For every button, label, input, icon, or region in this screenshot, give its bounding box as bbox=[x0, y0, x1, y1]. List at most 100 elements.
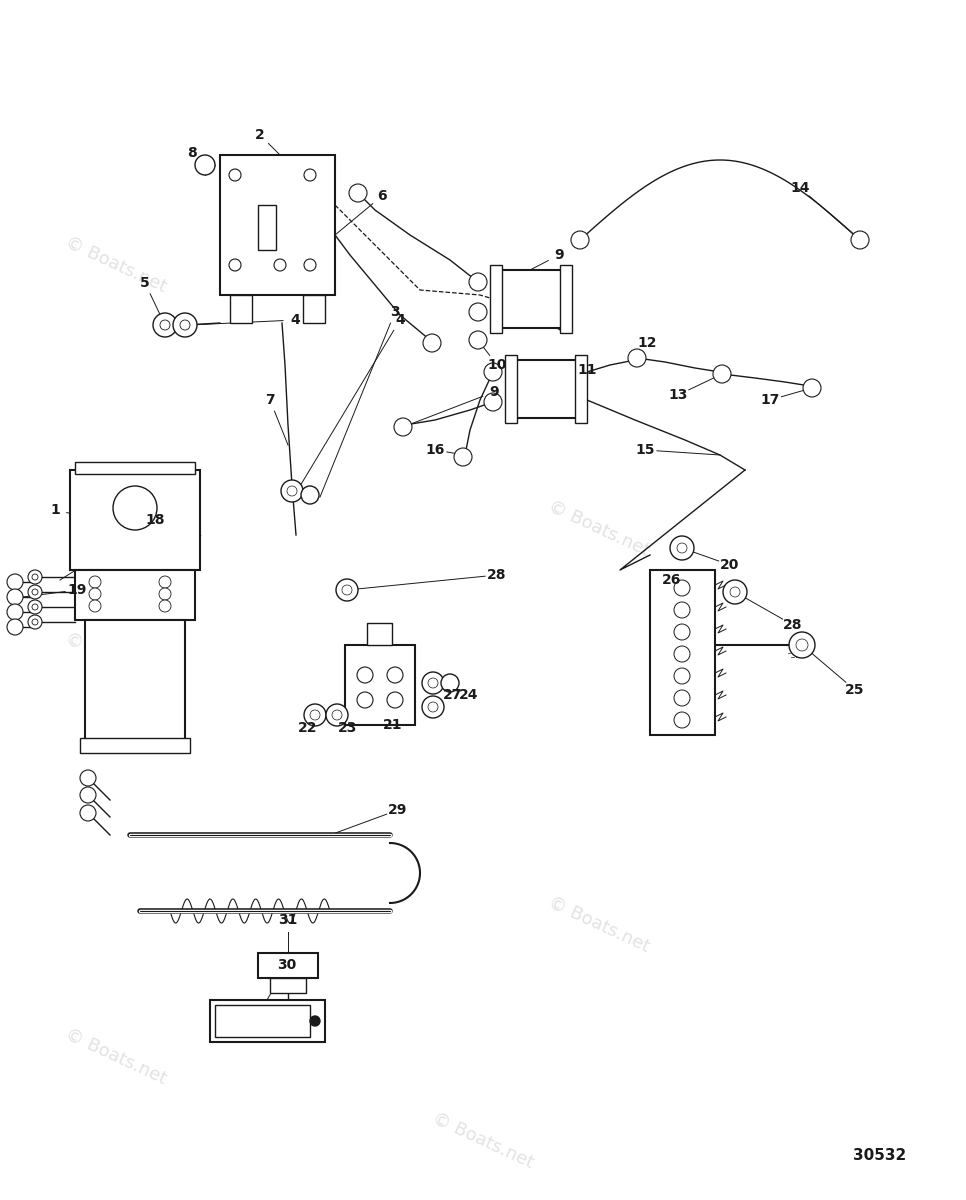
Text: © Boats.net: © Boats.net bbox=[430, 1109, 536, 1171]
Circle shape bbox=[80, 805, 96, 821]
Circle shape bbox=[7, 574, 23, 590]
Bar bbox=[495, 270, 567, 328]
Circle shape bbox=[32, 604, 38, 610]
Circle shape bbox=[674, 602, 690, 618]
Circle shape bbox=[441, 674, 459, 692]
Text: 9: 9 bbox=[489, 385, 498, 398]
Text: 13: 13 bbox=[668, 388, 688, 402]
Text: 28: 28 bbox=[487, 568, 507, 582]
Circle shape bbox=[428, 678, 438, 688]
Circle shape bbox=[301, 486, 319, 504]
Text: 18: 18 bbox=[145, 514, 165, 527]
Text: 4: 4 bbox=[395, 313, 405, 326]
Circle shape bbox=[803, 379, 821, 397]
Circle shape bbox=[713, 365, 731, 383]
Circle shape bbox=[287, 486, 297, 496]
Bar bbox=[258, 205, 276, 250]
Circle shape bbox=[796, 638, 808, 650]
Circle shape bbox=[159, 576, 171, 588]
Text: 6: 6 bbox=[377, 188, 386, 203]
Circle shape bbox=[730, 587, 740, 596]
Text: 4: 4 bbox=[290, 313, 299, 326]
Text: 31: 31 bbox=[278, 913, 298, 926]
Circle shape bbox=[159, 588, 171, 600]
Circle shape bbox=[670, 536, 694, 560]
Text: 30: 30 bbox=[277, 958, 297, 972]
Text: 2: 2 bbox=[255, 128, 265, 142]
Text: 16: 16 bbox=[425, 443, 444, 457]
Circle shape bbox=[674, 690, 690, 706]
Circle shape bbox=[394, 418, 412, 436]
Circle shape bbox=[789, 632, 815, 658]
Text: © Boats.net: © Boats.net bbox=[63, 233, 169, 295]
Circle shape bbox=[628, 349, 646, 367]
Circle shape bbox=[304, 169, 316, 181]
Text: 14: 14 bbox=[790, 181, 810, 194]
Bar bbox=[210, 1000, 325, 1042]
Text: 3: 3 bbox=[390, 305, 400, 319]
Text: 11: 11 bbox=[578, 362, 597, 377]
Circle shape bbox=[674, 580, 690, 596]
Circle shape bbox=[304, 259, 316, 271]
Circle shape bbox=[32, 619, 38, 625]
Text: © Boats.net: © Boats.net bbox=[546, 893, 652, 955]
Circle shape bbox=[180, 320, 190, 330]
Bar bbox=[345, 646, 415, 725]
Circle shape bbox=[332, 710, 342, 720]
Text: 27: 27 bbox=[443, 688, 463, 702]
Circle shape bbox=[28, 570, 42, 584]
Circle shape bbox=[387, 667, 403, 683]
Circle shape bbox=[674, 624, 690, 640]
Circle shape bbox=[274, 259, 286, 271]
Circle shape bbox=[173, 313, 197, 337]
Circle shape bbox=[80, 787, 96, 803]
Circle shape bbox=[160, 320, 170, 330]
Text: 1: 1 bbox=[50, 503, 60, 517]
Text: 5: 5 bbox=[140, 276, 150, 290]
Text: 28: 28 bbox=[783, 618, 803, 632]
Circle shape bbox=[326, 704, 348, 726]
Circle shape bbox=[113, 486, 157, 530]
Text: 7: 7 bbox=[266, 392, 274, 407]
Bar bbox=[650, 570, 715, 734]
Circle shape bbox=[28, 584, 42, 599]
Circle shape bbox=[304, 704, 326, 726]
Circle shape bbox=[357, 692, 373, 708]
Circle shape bbox=[32, 574, 38, 580]
Circle shape bbox=[357, 667, 373, 683]
Bar bbox=[80, 738, 190, 754]
Text: 30532: 30532 bbox=[853, 1147, 907, 1163]
Bar bbox=[575, 355, 587, 422]
Circle shape bbox=[674, 646, 690, 662]
Circle shape bbox=[89, 588, 101, 600]
Text: 8: 8 bbox=[187, 146, 197, 160]
Circle shape bbox=[469, 331, 487, 349]
Text: 20: 20 bbox=[721, 558, 740, 572]
Bar bbox=[220, 155, 335, 295]
Circle shape bbox=[677, 542, 687, 553]
Circle shape bbox=[469, 272, 487, 290]
Text: 12: 12 bbox=[638, 336, 657, 350]
Bar bbox=[510, 360, 582, 418]
Circle shape bbox=[484, 362, 502, 382]
Circle shape bbox=[7, 619, 23, 635]
Bar bbox=[270, 978, 306, 994]
Circle shape bbox=[28, 614, 42, 629]
Text: 9: 9 bbox=[554, 248, 564, 262]
Text: 19: 19 bbox=[68, 583, 87, 596]
Bar bbox=[303, 295, 325, 323]
Circle shape bbox=[89, 600, 101, 612]
Bar bbox=[367, 623, 392, 646]
Circle shape bbox=[7, 589, 23, 605]
Bar bbox=[560, 265, 572, 332]
Circle shape bbox=[310, 1016, 320, 1026]
Bar bbox=[75, 462, 195, 474]
Text: © Boats.net: © Boats.net bbox=[546, 497, 652, 559]
Text: 29: 29 bbox=[388, 803, 408, 817]
Circle shape bbox=[422, 696, 444, 718]
Circle shape bbox=[159, 600, 171, 612]
Circle shape bbox=[80, 770, 96, 786]
Text: 21: 21 bbox=[384, 718, 403, 732]
Bar bbox=[505, 355, 517, 422]
Circle shape bbox=[674, 712, 690, 728]
